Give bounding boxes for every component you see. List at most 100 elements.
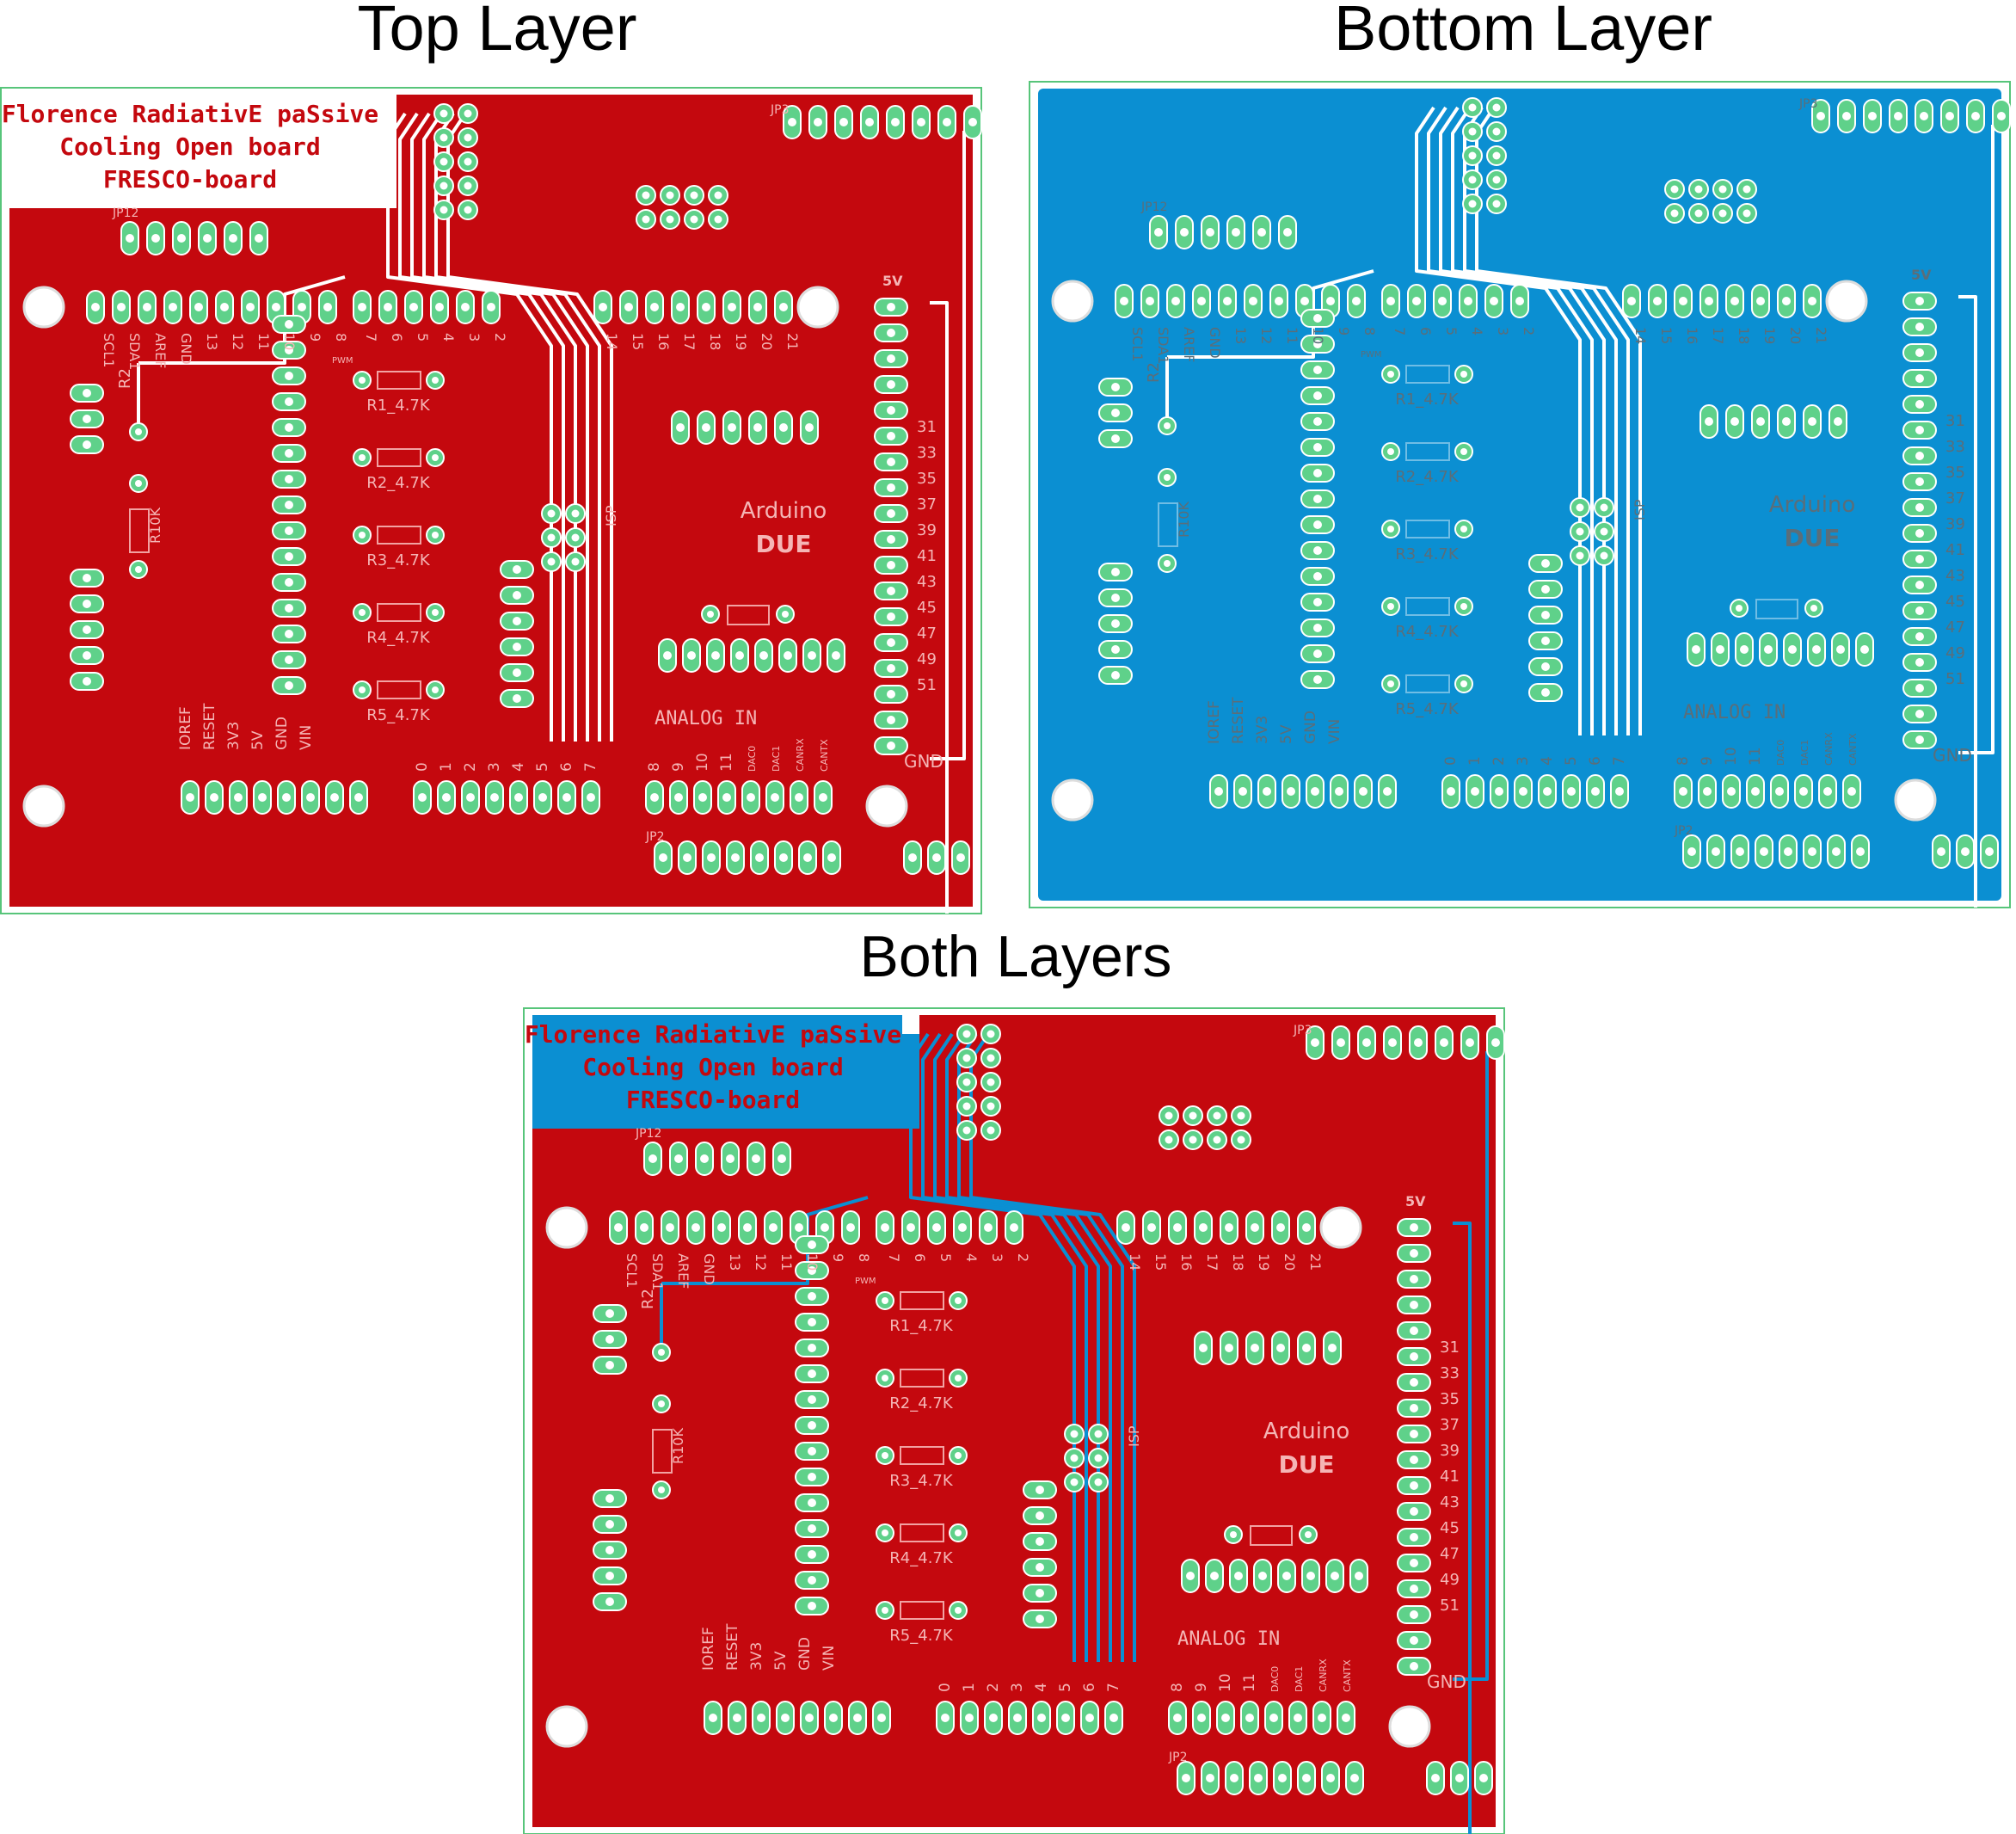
- due-label: DUE: [1784, 524, 1840, 552]
- left-header-pin-label: SCL1: [624, 1253, 640, 1288]
- left-digital-header-drill: [743, 1223, 752, 1232]
- analog-upper-header-drill: [1355, 1572, 1363, 1580]
- left-mid-column-drill: [1111, 671, 1120, 680]
- right-digital-column-drill: [1915, 684, 1924, 692]
- analog-a-pin-label: 3: [1009, 1683, 1026, 1692]
- jp3-label: JP3: [1293, 1024, 1312, 1037]
- signal-trace: [930, 131, 966, 760]
- analog-b-pin-label: 8: [646, 762, 663, 772]
- analog-b-header-drill: [1751, 787, 1760, 796]
- mounting-hole: [796, 286, 839, 329]
- left-long-column-drill: [285, 681, 293, 690]
- power-header-drill: [877, 1714, 886, 1722]
- right-digital-column-drill: [887, 716, 895, 724]
- analog-b-pin-label: DAC0: [747, 746, 758, 772]
- analog-b-header-drill: [795, 793, 803, 802]
- pwm-block-drill: [1213, 1111, 1221, 1120]
- corner-header-drill: [1431, 1774, 1440, 1782]
- center-column-drill: [1036, 1537, 1044, 1546]
- power-header-drill: [1263, 787, 1271, 796]
- spi-block-drill: [1492, 151, 1501, 160]
- comm-header-pin-label: 15: [1658, 327, 1675, 344]
- pwm-block-drill: [642, 215, 650, 224]
- analog-b-header-drill: [747, 793, 755, 802]
- right-digital-column-drill: [1915, 348, 1924, 357]
- right-digital-column-drill: [1410, 1249, 1418, 1258]
- mid-right-header-drill: [702, 423, 710, 432]
- left-long-column-drill: [285, 655, 293, 664]
- digital-side-pin-label: 39: [1945, 515, 1965, 533]
- resistor-label: R4_4.7K: [1395, 623, 1460, 641]
- r10k-body: [129, 508, 150, 553]
- top-layer-panel: Florence RadiativE paSsive Cooling Open b…: [0, 87, 982, 914]
- left-short-column-drill: [1111, 383, 1120, 391]
- mid-digital-header-drill: [409, 303, 418, 311]
- right-digital-column-drill: [1410, 1223, 1418, 1232]
- analog-upper-header-drill: [1740, 645, 1749, 654]
- left-long-column-drill: [1313, 675, 1322, 684]
- mounting-hole: [545, 1705, 588, 1748]
- analog-a-pin-label: 2: [985, 1683, 1002, 1692]
- resistor-pad-drill: [359, 377, 366, 384]
- resistor-pad-drill: [1387, 448, 1394, 455]
- resistor-pad-drill: [955, 1529, 962, 1536]
- left-long-column-drill: [808, 1421, 816, 1430]
- power-header-pin-label: IOREF: [1206, 700, 1223, 744]
- analog-a-header-drill: [1061, 1714, 1070, 1722]
- left-long-column-drill: [1313, 391, 1322, 400]
- analog-a-pin-label: 0: [1442, 756, 1460, 766]
- left-long-column-drill: [808, 1473, 816, 1481]
- left-header-pin-label: 8: [333, 333, 349, 342]
- jp12-header-drill: [1232, 228, 1240, 237]
- mid-header-pin-label: 4: [963, 1253, 980, 1262]
- power-header-pin-label: GND: [796, 1637, 814, 1671]
- digital-side-pin-label: 41: [1440, 1468, 1460, 1486]
- analog-a-pin-label: 3: [1515, 756, 1532, 766]
- jp2-header-drill: [707, 853, 716, 862]
- left-header-pin-label: AREF: [152, 333, 169, 368]
- comm-header-drill: [1730, 297, 1739, 305]
- comm-header-pin-label: 17: [1710, 327, 1726, 344]
- mid-header-pin-label: 4: [440, 333, 457, 342]
- pwm-block-drill: [1213, 1135, 1221, 1144]
- digital-side-pin-label: 31: [1945, 412, 1965, 430]
- analog-a-pin-label: 5: [1057, 1683, 1074, 1692]
- r10k-label: R10K: [147, 508, 163, 544]
- resistor-pad-drill: [432, 532, 439, 539]
- left-digital-header-drill: [91, 303, 100, 311]
- power-header-drill: [1359, 787, 1368, 796]
- power-header-pin-label: 5V: [1278, 724, 1295, 744]
- left-digital-header-drill: [769, 1223, 778, 1232]
- power-header-pin-label: IOREF: [700, 1627, 717, 1671]
- resistor-body: [900, 1523, 944, 1542]
- analog-a-header-drill: [1519, 787, 1527, 796]
- analog-a-header-drill: [1591, 787, 1600, 796]
- center-column-drill: [1541, 662, 1550, 671]
- power-header-drill: [1287, 787, 1295, 796]
- gnd-label: GND: [904, 751, 943, 772]
- jp3-header-drill: [1311, 1038, 1319, 1047]
- power-header-pin-label: VIN: [1326, 719, 1343, 744]
- jp12-header-drill: [752, 1154, 760, 1163]
- left-mid-column-drill: [83, 651, 91, 660]
- center-column-drill: [1541, 559, 1550, 568]
- analog-b-header-drill: [1847, 787, 1856, 796]
- analog-b-header-drill: [1727, 787, 1736, 796]
- left-header-pin-label: 9: [307, 333, 323, 342]
- comm-header-drill: [624, 303, 633, 311]
- left-long-column-drill: [808, 1292, 816, 1301]
- comm-header-drill: [1679, 297, 1687, 305]
- jp2-label: JP2: [1674, 824, 1693, 838]
- comm-header-drill: [1225, 1223, 1233, 1232]
- analog-b-pin-label: CANTX: [1342, 1659, 1353, 1692]
- left-header-pin-label: AREF: [1181, 327, 1197, 362]
- pwm-block-drill: [642, 191, 650, 200]
- power-header-drill: [1238, 787, 1247, 796]
- power-header-pin-label: 3V3: [748, 1642, 765, 1671]
- analog-b-pin-label: 10: [1723, 747, 1740, 766]
- analog-a-header-drill: [1037, 1714, 1046, 1722]
- resistor-label: R5_4.7K: [889, 1627, 954, 1645]
- left-header-pin-label: 11: [255, 333, 272, 350]
- board-title-line: FRESCO-board: [103, 165, 277, 194]
